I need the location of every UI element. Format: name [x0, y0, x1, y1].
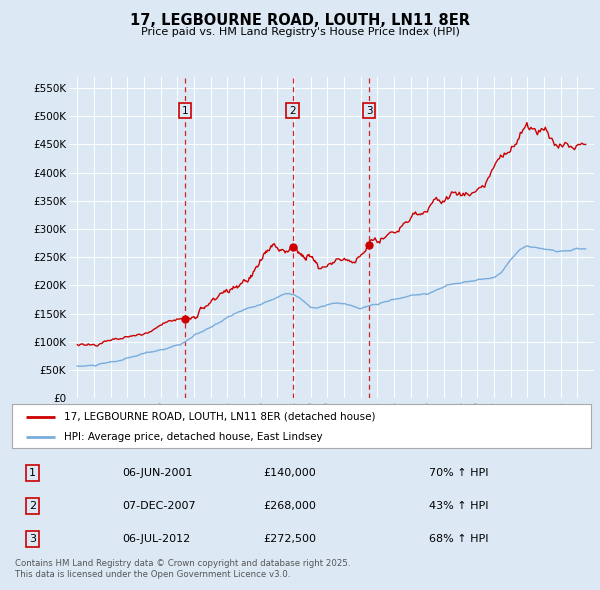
Text: 43% ↑ HPI: 43% ↑ HPI — [429, 501, 488, 511]
Text: £140,000: £140,000 — [263, 468, 316, 478]
Text: 17, LEGBOURNE ROAD, LOUTH, LN11 8ER: 17, LEGBOURNE ROAD, LOUTH, LN11 8ER — [130, 13, 470, 28]
Text: 17, LEGBOURNE ROAD, LOUTH, LN11 8ER (detached house): 17, LEGBOURNE ROAD, LOUTH, LN11 8ER (det… — [64, 412, 376, 421]
Text: 68% ↑ HPI: 68% ↑ HPI — [429, 534, 488, 544]
Text: Contains HM Land Registry data © Crown copyright and database right 2025.
This d: Contains HM Land Registry data © Crown c… — [15, 559, 350, 579]
Text: 3: 3 — [29, 534, 36, 544]
Text: 2: 2 — [29, 501, 36, 511]
Text: 06-JUL-2012: 06-JUL-2012 — [122, 534, 190, 544]
Text: 3: 3 — [365, 106, 373, 116]
Text: 07-DEC-2007: 07-DEC-2007 — [122, 501, 196, 511]
Text: HPI: Average price, detached house, East Lindsey: HPI: Average price, detached house, East… — [64, 432, 323, 442]
Text: 06-JUN-2001: 06-JUN-2001 — [122, 468, 193, 478]
Text: £268,000: £268,000 — [263, 501, 316, 511]
Text: 1: 1 — [29, 468, 36, 478]
Text: 70% ↑ HPI: 70% ↑ HPI — [429, 468, 488, 478]
Text: 1: 1 — [182, 106, 188, 116]
Text: 2: 2 — [289, 106, 296, 116]
Text: £272,500: £272,500 — [263, 534, 316, 544]
Text: Price paid vs. HM Land Registry's House Price Index (HPI): Price paid vs. HM Land Registry's House … — [140, 27, 460, 37]
